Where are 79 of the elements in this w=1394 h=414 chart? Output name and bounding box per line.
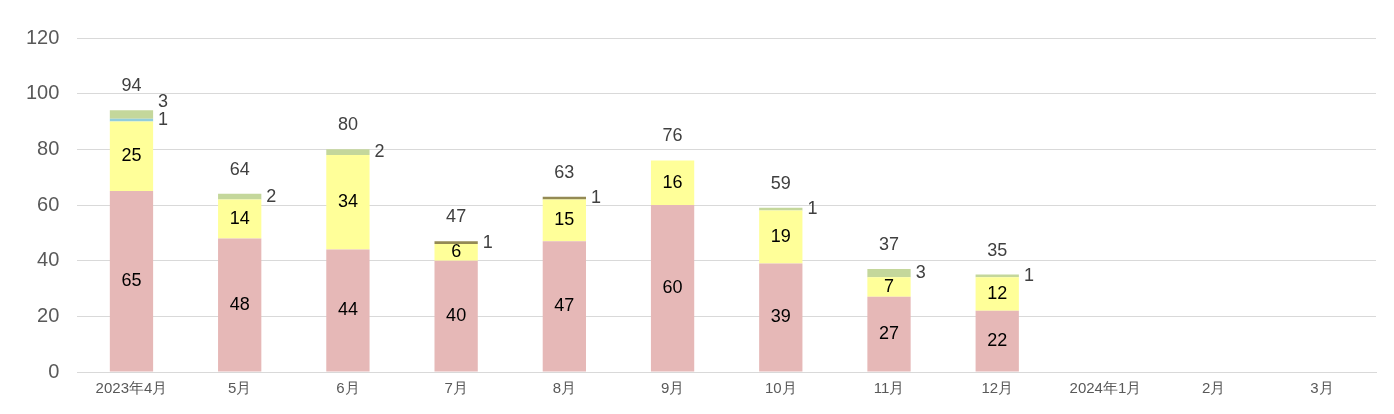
data-label: 27 [879,323,900,344]
data-label: 12 [987,283,1008,304]
total-label: 76 [662,125,683,146]
bar [434,241,478,244]
bar [434,260,478,372]
total-label: 63 [554,161,575,182]
data-label: 40 [446,305,467,326]
bar [759,207,803,211]
total-label: 94 [121,75,142,96]
data-label: 1 [591,187,602,208]
y-tick-label: 0 [48,359,60,382]
bar [218,238,262,372]
bar [434,243,478,261]
x-tick-label: 9月 [660,379,685,397]
data-label: 1 [807,198,818,219]
data-label: 1 [482,231,493,252]
x-tick-label: 2024年1月 [1069,379,1142,397]
data-label: 25 [121,145,142,166]
bar [650,160,695,205]
total-label: 59 [770,172,791,193]
total-label: 80 [337,114,358,135]
data-label: 44 [337,299,358,320]
data-label: 34 [337,191,358,212]
data-label: 22 [987,330,1008,351]
bar [867,269,911,278]
x-tick-label: 5月 [228,379,252,397]
data-label: 60 [662,277,683,298]
bar [326,249,370,372]
bar [975,310,1019,372]
y-tick-label: 20 [37,303,60,326]
data-label: 3 [915,262,926,283]
data-label: 1 [158,109,169,130]
bar [109,110,154,119]
x-tick-label: 12月 [981,379,1014,397]
y-tick-label: 60 [37,192,60,215]
total-label: 64 [229,158,250,179]
x-tick-label: 3月 [1310,379,1334,397]
bar [975,277,1019,311]
data-label: 1 [1023,264,1034,285]
total-label: 37 [879,233,900,254]
x-tick-label: 6月 [336,379,360,397]
data-label: 47 [554,295,575,316]
y-tick-label: 100 [25,81,60,104]
data-label: 7 [884,276,895,297]
data-label: 16 [662,171,683,192]
bar [867,296,911,372]
bar [759,210,803,264]
data-label: 15 [554,209,575,230]
bar [759,263,803,372]
x-tick-label: 10月 [764,379,797,397]
total-label: 35 [987,239,1008,260]
bar [867,277,911,297]
bar [326,149,370,155]
bar [109,121,154,192]
bar [326,154,370,250]
y-tick-label: 120 [25,25,60,48]
bar [650,205,695,372]
data-label: 48 [229,293,250,314]
x-tick-label: 2月 [1202,379,1226,397]
x-tick-label: 8月 [552,379,577,397]
y-tick-label: 40 [37,248,60,271]
data-label: 6 [451,241,462,262]
x-tick-label: 7月 [444,379,468,397]
bar [109,118,154,122]
data-label: 19 [770,225,791,246]
bar [542,241,586,372]
data-label: 65 [121,270,142,291]
y-tick-label: 80 [37,136,60,159]
bar [542,199,586,242]
data-label: 3 [158,91,169,112]
bar [109,191,154,372]
total-label: 47 [446,206,467,227]
data-label: 14 [229,207,250,228]
bar [218,199,262,239]
x-tick-label: 11月 [873,379,905,397]
data-label: 2 [266,185,277,206]
x-tick-label: 2023年4月 [95,379,168,397]
data-label: 39 [770,306,791,327]
data-label: 2 [374,141,385,162]
